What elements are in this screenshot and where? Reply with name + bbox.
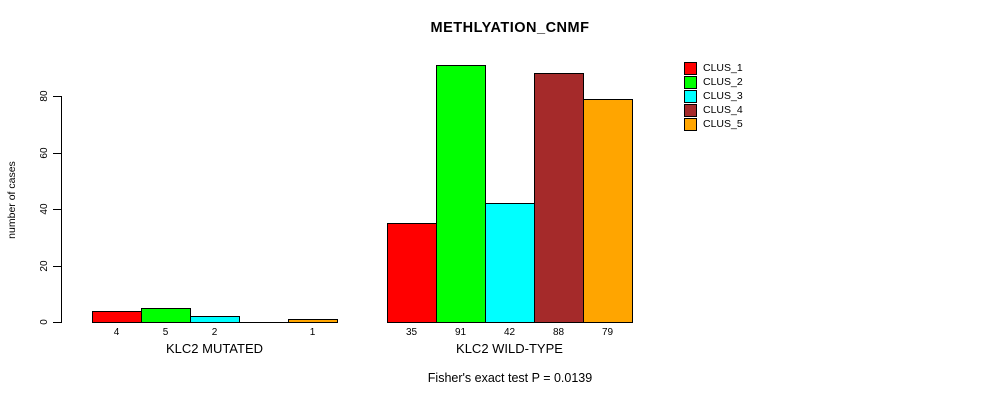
bar-clus_3 bbox=[485, 203, 535, 323]
legend-swatch bbox=[684, 75, 697, 89]
y-tick-label: 60 bbox=[39, 147, 50, 159]
x-group-label-mutated: KLC2 MUTATED bbox=[165, 341, 264, 356]
y-tick bbox=[53, 322, 61, 323]
y-tick-label: 40 bbox=[39, 203, 50, 215]
legend-item-clus_2: CLUS_2 bbox=[684, 75, 743, 89]
legend: CLUS_1 CLUS_2 CLUS_3 CLUS_4 CLUS_5 bbox=[684, 61, 743, 131]
y-tick bbox=[53, 209, 61, 210]
legend-swatch bbox=[684, 61, 697, 75]
bar-value-label: 4 bbox=[113, 327, 120, 338]
legend-item-clus_1: CLUS_1 bbox=[684, 61, 743, 75]
y-tick bbox=[53, 266, 61, 267]
legend-swatch bbox=[684, 117, 697, 131]
bar-clus_4 bbox=[534, 73, 584, 323]
y-axis-label: number of cases bbox=[6, 161, 18, 239]
bar-clus_2 bbox=[141, 308, 191, 323]
y-axis-line bbox=[61, 96, 62, 323]
legend-item-clus_3: CLUS_3 bbox=[684, 89, 743, 103]
legend-label: CLUS_5 bbox=[703, 118, 743, 130]
y-tick bbox=[53, 96, 61, 97]
y-tick-label: 20 bbox=[39, 260, 50, 272]
bar-value-label: 1 bbox=[309, 327, 316, 338]
bar-value-label: 42 bbox=[503, 327, 516, 338]
legend-label: CLUS_1 bbox=[703, 62, 743, 74]
legend-label: CLUS_3 bbox=[703, 90, 743, 102]
legend-swatch bbox=[684, 89, 697, 103]
bar-clus_5 bbox=[583, 99, 633, 323]
fisher-test-caption: Fisher's exact test P = 0.0139 bbox=[427, 371, 593, 385]
y-tick-label: 0 bbox=[39, 319, 50, 325]
bar-value-label: 35 bbox=[405, 327, 418, 338]
bar-value-label: 5 bbox=[162, 327, 169, 338]
x-group-label-wildtype: KLC2 WILD-TYPE bbox=[456, 341, 563, 356]
legend-label: CLUS_2 bbox=[703, 76, 743, 88]
legend-label: CLUS_4 bbox=[703, 104, 743, 116]
group-baseline bbox=[387, 322, 633, 323]
bar-clus_2 bbox=[436, 65, 486, 323]
legend-item-clus_4: CLUS_4 bbox=[684, 103, 743, 117]
legend-item-clus_5: CLUS_5 bbox=[684, 117, 743, 131]
chart-title: METHLYATION_CNMF bbox=[430, 20, 590, 36]
y-tick bbox=[53, 153, 61, 154]
bar-value-label: 79 bbox=[601, 327, 614, 338]
bar-value-label: 91 bbox=[454, 327, 467, 338]
group-baseline bbox=[92, 322, 338, 323]
bar-value-label: 88 bbox=[552, 327, 565, 338]
bar-clus_1 bbox=[387, 223, 437, 323]
y-tick-label: 80 bbox=[39, 90, 50, 102]
bar-value-label: 2 bbox=[211, 327, 218, 338]
legend-swatch bbox=[684, 103, 697, 117]
